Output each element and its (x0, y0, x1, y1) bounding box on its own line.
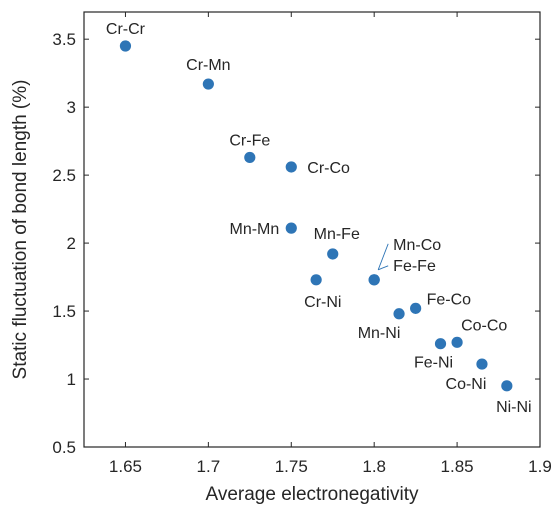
data-point (368, 274, 380, 286)
data-point (202, 78, 214, 90)
data-point-label: Mn-Ni (358, 325, 401, 342)
x-axis-ticks: 1.65 1.7 1.75 1.8 1.85 1.9 (109, 12, 552, 476)
y-axis-ticks: 0.5 1 1.5 2 2.5 3 3.5 (52, 30, 540, 457)
data-point-label: Cr-Co (307, 160, 350, 177)
y-tick-label: 1.5 (52, 302, 76, 321)
x-tick-label: 1.7 (197, 457, 221, 476)
x-tick-label: 1.8 (362, 457, 386, 476)
data-point-label: Fe-Co (427, 291, 472, 308)
y-tick-label: 1 (67, 370, 76, 389)
data-point-label: Cr-Mn (186, 57, 230, 74)
data-point (434, 338, 447, 350)
label-leader-lines (377, 243, 389, 271)
data-points (119, 40, 513, 392)
y-tick-label: 3 (67, 98, 76, 117)
data-point-label: Cr-Ni (304, 294, 341, 311)
data-point-label: Mn-Mn (229, 221, 279, 238)
data-point-label: Fe-Fe (393, 258, 436, 275)
data-point-label: Mn-Fe (314, 226, 360, 243)
leader-line (378, 265, 389, 271)
data-point (393, 308, 405, 320)
data-point (410, 302, 422, 314)
data-point-label: Ni-Ni (496, 399, 532, 416)
y-tick-label: 2.5 (52, 166, 76, 185)
data-point-label: Cr-Cr (106, 21, 146, 38)
data-point (285, 222, 297, 234)
data-point (327, 248, 339, 260)
plot-area: 1.65 1.7 1.75 1.8 1.85 1.9 0.5 1 1.5 2 2.5 3 3.5 Cr… (52, 11, 552, 476)
data-point-label: Co-Ni (446, 376, 487, 393)
data-point-label: Mn-Co (393, 237, 441, 254)
y-tick-label: 2 (67, 234, 76, 253)
data-point (244, 151, 256, 164)
x-tick-label: 1.75 (275, 457, 308, 476)
y-tick-label: 0.5 (52, 438, 76, 457)
y-tick-label: 3.5 (52, 30, 76, 49)
data-point (310, 274, 322, 286)
data-point (501, 380, 513, 392)
y-axis-label: Static fluctuation of bond length (%) (10, 80, 31, 380)
leader-line (377, 243, 389, 270)
x-axis-label: Average electronegativity (206, 484, 419, 505)
x-tick-label: 1.9 (528, 457, 552, 476)
data-point-labels: Cr-Cr Cr-Mn Cr-Fe Cr-Co Mn-Mn Mn-Fe Cr-Ni Mn-Co… (106, 21, 532, 416)
data-point (451, 336, 463, 348)
data-point (285, 161, 297, 173)
x-tick-label: 1.65 (109, 457, 142, 476)
data-point-label: Cr-Fe (229, 132, 270, 149)
data-point-label: Co-Co (461, 317, 507, 334)
data-point (476, 358, 488, 370)
data-point (119, 40, 132, 52)
data-point-label: Fe-Ni (414, 355, 453, 372)
axes-box (83, 11, 541, 448)
x-tick-label: 1.85 (441, 457, 474, 476)
